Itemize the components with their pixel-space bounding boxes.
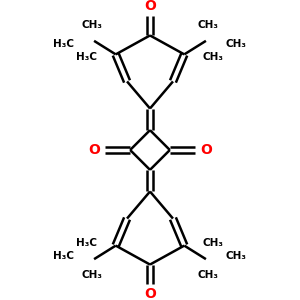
- Text: O: O: [144, 287, 156, 300]
- Text: O: O: [200, 143, 212, 157]
- Text: CH₃: CH₃: [202, 238, 224, 248]
- Text: H₃C: H₃C: [53, 250, 74, 260]
- Text: CH₃: CH₃: [197, 270, 218, 280]
- Text: CH₃: CH₃: [197, 20, 218, 30]
- Text: CH₃: CH₃: [226, 40, 247, 50]
- Text: H₃C: H₃C: [76, 52, 98, 62]
- Text: O: O: [88, 143, 100, 157]
- Text: H₃C: H₃C: [53, 40, 74, 50]
- Text: O: O: [144, 0, 156, 13]
- Text: H₃C: H₃C: [76, 238, 98, 248]
- Text: CH₃: CH₃: [82, 270, 103, 280]
- Text: CH₃: CH₃: [202, 52, 224, 62]
- Text: CH₃: CH₃: [226, 250, 247, 260]
- Text: CH₃: CH₃: [82, 20, 103, 30]
